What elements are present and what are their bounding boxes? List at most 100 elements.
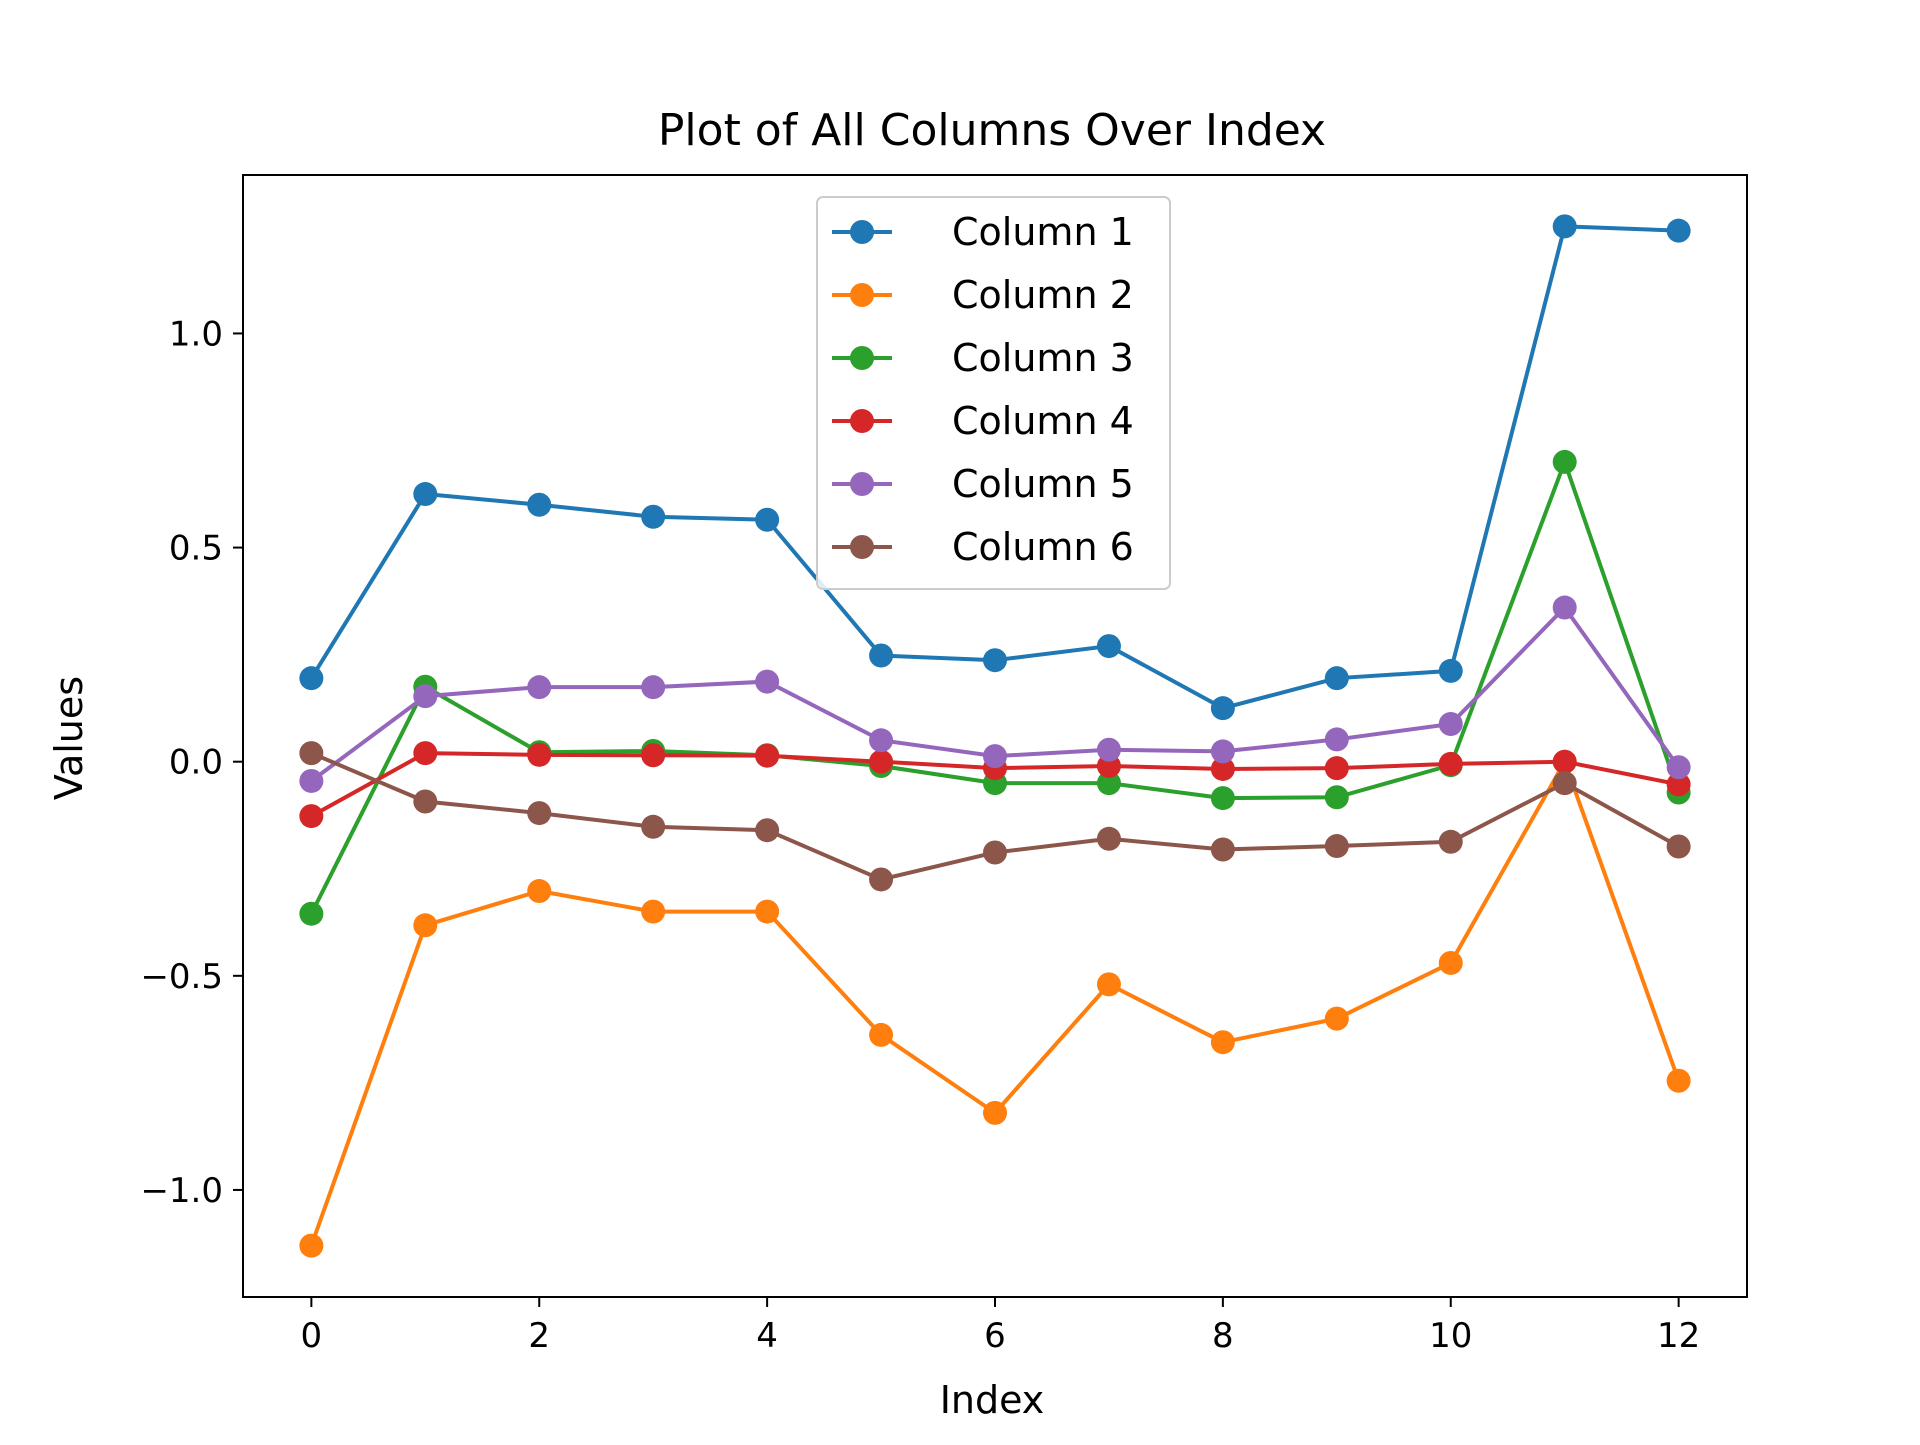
data-point-column-1 xyxy=(1324,666,1349,691)
data-point-column-4 xyxy=(1210,756,1235,781)
data-point-column-3 xyxy=(299,901,324,926)
data-point-column-2 xyxy=(527,879,552,904)
y-tick-label: −1.0 xyxy=(140,1171,223,1211)
data-point-column-4 xyxy=(299,804,324,829)
data-point-column-1 xyxy=(755,507,780,532)
y-tick-label: 1.0 xyxy=(169,314,223,354)
data-point-column-6 xyxy=(527,801,552,826)
y-tick-label: 0.5 xyxy=(169,529,223,569)
data-point-column-1 xyxy=(527,492,552,517)
x-tick-label: 4 xyxy=(756,1316,778,1356)
data-point-column-4 xyxy=(1552,749,1577,774)
data-point-column-2 xyxy=(413,913,438,938)
data-point-column-6 xyxy=(641,814,666,839)
data-point-column-5 xyxy=(1552,595,1577,620)
legend-label-column-2: Column 2 xyxy=(952,273,1134,317)
legend-marker-column-3 xyxy=(850,346,874,370)
y-tick-label: −0.5 xyxy=(140,957,223,997)
y-axis-title: Values xyxy=(47,676,91,800)
x-tick-label: 2 xyxy=(528,1316,550,1356)
data-point-column-1 xyxy=(1666,218,1691,243)
data-point-column-4 xyxy=(413,741,438,766)
data-point-column-5 xyxy=(299,768,324,793)
data-point-column-5 xyxy=(1324,727,1349,752)
legend-label-column-1: Column 1 xyxy=(952,210,1134,254)
data-point-column-1 xyxy=(1096,634,1121,659)
data-point-column-5 xyxy=(641,675,666,700)
data-point-column-1 xyxy=(641,504,666,529)
data-point-column-1 xyxy=(869,643,894,668)
data-point-column-6 xyxy=(1438,829,1463,854)
data-point-column-2 xyxy=(641,899,666,924)
data-point-column-6 xyxy=(869,867,894,892)
data-point-column-6 xyxy=(983,840,1007,865)
data-point-column-5 xyxy=(1210,739,1235,764)
data-point-column-2 xyxy=(1096,972,1121,997)
legend-box xyxy=(816,196,1171,590)
data-point-column-5 xyxy=(983,744,1007,769)
data-point-column-1 xyxy=(1210,696,1235,721)
data-point-column-5 xyxy=(527,675,552,700)
x-axis-title: Index xyxy=(940,1378,1045,1422)
data-point-column-5 xyxy=(869,728,894,753)
data-point-column-2 xyxy=(1210,1030,1235,1055)
data-point-column-4 xyxy=(755,743,780,768)
legend: Column 1 Column 2 Column 3 Column 4 Column 5… xyxy=(816,196,1171,590)
data-point-column-6 xyxy=(1666,834,1691,859)
data-point-column-4 xyxy=(869,749,894,774)
x-tick-label: 8 xyxy=(1212,1316,1234,1356)
data-point-column-2 xyxy=(755,899,780,924)
legend-marker-column-4 xyxy=(850,409,874,433)
data-point-column-6 xyxy=(1552,771,1577,796)
data-point-column-6 xyxy=(755,818,780,843)
data-point-column-1 xyxy=(1552,214,1577,239)
data-point-column-2 xyxy=(1666,1068,1691,1093)
data-point-column-5 xyxy=(413,684,438,709)
data-point-column-1 xyxy=(983,648,1007,673)
legend-marker-column-6 xyxy=(850,535,874,559)
data-point-column-6 xyxy=(413,789,438,814)
data-point-column-4 xyxy=(1324,756,1349,781)
data-point-column-1 xyxy=(413,482,438,507)
plot-area: 0 2 4 6 8 10 12 −1.0 −0.5 0.0 0.5 1.0 xyxy=(140,174,1748,1356)
legend-marker-column-2 xyxy=(850,283,874,307)
data-point-column-6 xyxy=(1096,826,1121,851)
data-point-column-5 xyxy=(1096,737,1121,762)
data-point-column-1 xyxy=(299,666,324,691)
data-point-column-2 xyxy=(983,1100,1007,1125)
y-tick-label: 0.0 xyxy=(169,743,223,783)
data-point-column-4 xyxy=(641,743,666,768)
x-tick-label: 6 xyxy=(984,1316,1006,1356)
data-point-column-2 xyxy=(1324,1006,1349,1031)
data-point-column-3 xyxy=(1552,449,1577,474)
data-point-column-5 xyxy=(1666,755,1691,780)
data-point-column-6 xyxy=(1324,834,1349,859)
data-point-column-4 xyxy=(1666,772,1691,797)
data-point-column-2 xyxy=(1438,950,1463,975)
legend-label-column-6: Column 6 xyxy=(952,525,1134,569)
data-point-column-2 xyxy=(869,1022,894,1047)
data-point-column-2 xyxy=(299,1233,324,1258)
data-point-column-6 xyxy=(299,741,324,766)
data-point-column-3 xyxy=(1096,771,1121,796)
data-point-column-5 xyxy=(755,669,780,694)
legend-marker-column-1 xyxy=(850,220,874,244)
x-tick-label: 0 xyxy=(301,1316,323,1356)
legend-label-column-4: Column 4 xyxy=(952,399,1134,443)
data-point-column-3 xyxy=(1210,786,1235,811)
data-point-column-6 xyxy=(1210,837,1235,862)
legend-label-column-3: Column 3 xyxy=(952,336,1134,380)
x-tick-label: 10 xyxy=(1429,1316,1472,1356)
data-point-column-3 xyxy=(1324,785,1349,810)
data-point-column-4 xyxy=(527,742,552,767)
plot-frame xyxy=(242,174,1748,1298)
data-point-column-5 xyxy=(1438,712,1463,737)
data-point-column-4 xyxy=(1438,751,1463,776)
x-tick-label: 12 xyxy=(1657,1316,1700,1356)
data-point-column-1 xyxy=(1438,658,1463,683)
legend-label-column-5: Column 5 xyxy=(952,462,1134,506)
legend-marker-column-5 xyxy=(850,472,874,496)
chart-title: Plot of All Columns Over Index xyxy=(658,105,1326,156)
